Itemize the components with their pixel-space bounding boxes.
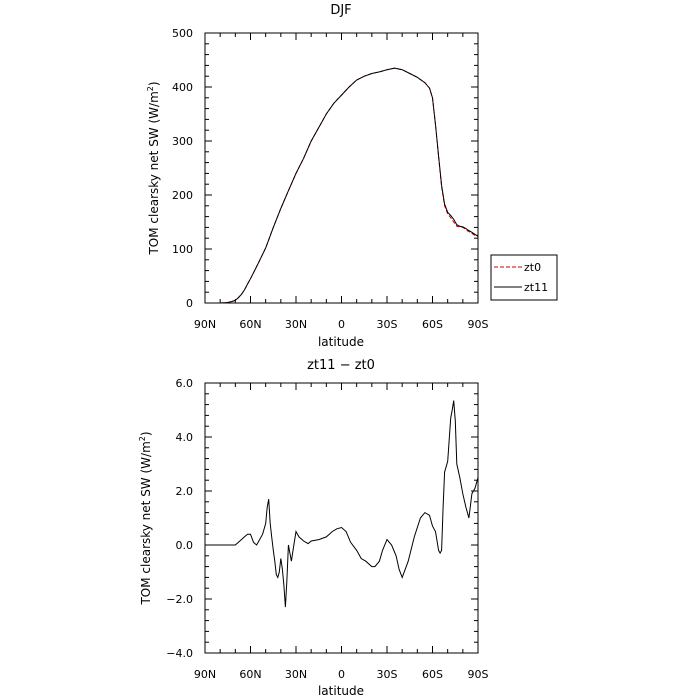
x-tick-label: 60S [422,668,443,681]
x-tick-label: 90N [194,318,216,331]
plot-frame [204,382,479,654]
series-layer [220,67,479,304]
x-axis: 90N 60N 30N 0 30S 60S 90S [194,383,489,681]
x-tick-label: 60N [239,318,261,331]
x-tick-label: 60N [239,668,261,681]
chart-title: DJF [330,3,351,18]
y-tick-label: 400 [172,81,193,94]
y-tick-label: 6.0 [176,377,194,390]
x-tick-label: 30S [377,668,398,681]
legend: zt0 zt11 [490,254,558,301]
x-tick-label: 90N [194,668,216,681]
series-line-zt0 [220,67,479,304]
x-tick-label: 30N [285,318,307,331]
x-tick-label: 90S [468,668,489,681]
x-tick-label: 0 [338,668,345,681]
y-tick-label: 300 [172,135,193,148]
x-axis-label: latitude [318,684,364,698]
y-axis-label: TOM clearsky net SW (W/m2) [146,81,161,255]
y-tick-label: 0.0 [176,539,194,552]
y-tick-label: 200 [172,189,193,202]
y-axis: −4.0 −2.0 0.0 2.0 4.0 6.0 [166,377,478,660]
legend-label-zt0: zt0 [524,261,541,274]
panel-top: DJF 0 100 200 300 400 500 90N 60N 30N 0 30S 60S 90S… [146,3,558,349]
legend-label-zt11: zt11 [524,281,548,294]
legend-box [490,254,558,301]
series-line-zt11 [220,67,479,304]
y-tick-label: −2.0 [166,593,193,606]
series-layer [205,400,479,608]
x-tick-label: 0 [338,318,345,331]
chart-title: zt11 − zt0 [307,358,375,373]
x-tick-label: 30N [285,668,307,681]
plot-frame [204,32,479,304]
y-tick-label: −4.0 [166,647,193,660]
x-tick-label: 60S [422,318,443,331]
x-axis: 90N 60N 30N 0 30S 60S 90S [194,33,489,331]
x-axis-label: latitude [318,335,364,349]
panel-bottom: zt11 − zt0 −4.0 −2.0 0.0 2.0 4.0 6.0 90N 60N 30… [138,358,489,698]
y-axis: 0 100 200 300 400 500 [172,27,478,310]
y-axis-label: TOM clearsky net SW (W/m2) [138,431,153,605]
x-tick-label: 30S [377,318,398,331]
y-tick-label: 0 [186,297,193,310]
y-tick-label: 500 [172,27,193,40]
y-tick-label: 100 [172,243,193,256]
y-tick-label: 2.0 [176,485,194,498]
series-line-difference [205,400,479,608]
y-tick-label: 4.0 [176,431,194,444]
x-tick-label: 90S [468,318,489,331]
